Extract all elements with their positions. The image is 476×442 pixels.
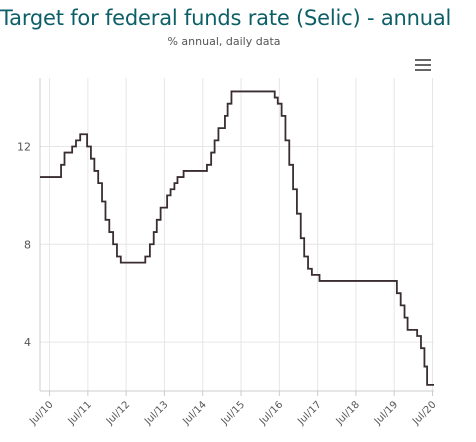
menu-bar <box>415 64 431 66</box>
x-tick-label: Jul/18 <box>334 399 362 427</box>
y-tick-label: 12 <box>17 140 31 153</box>
x-tick-label: Jul/11 <box>66 399 94 427</box>
menu-bar <box>415 59 431 61</box>
x-tick-label: Jul/13 <box>142 399 170 427</box>
series-layer <box>40 90 434 386</box>
x-tick-label: Jul/15 <box>219 399 247 427</box>
x-tick-label: Jul/16 <box>257 399 285 427</box>
chart-title: Target for federal funds rate (Selic) - … <box>0 6 452 30</box>
x-tick-label: Jul/19 <box>372 399 400 427</box>
hamburger-menu-icon[interactable] <box>413 56 433 74</box>
menu-bar <box>415 69 431 71</box>
axis-layer <box>39 78 434 396</box>
x-tick-label: Jul/12 <box>104 399 132 427</box>
series-line <box>40 90 434 386</box>
chart-subtitle: % annual, daily data <box>167 35 281 48</box>
tick-label-layer: 4 8 12 Jul/10 Jul/11 Jul/12 Jul/13 Jul/14 Jul/15… <box>17 140 439 427</box>
x-tick-label: Jul/10 <box>27 399 55 427</box>
y-tick-label: 4 <box>24 336 31 349</box>
y-tick-label: 8 <box>24 238 31 251</box>
grid-layer <box>40 78 434 391</box>
x-tick-label: Jul/20 <box>410 399 438 427</box>
x-tick-label: Jul/14 <box>180 399 208 427</box>
x-tick-label: Jul/17 <box>295 399 323 427</box>
